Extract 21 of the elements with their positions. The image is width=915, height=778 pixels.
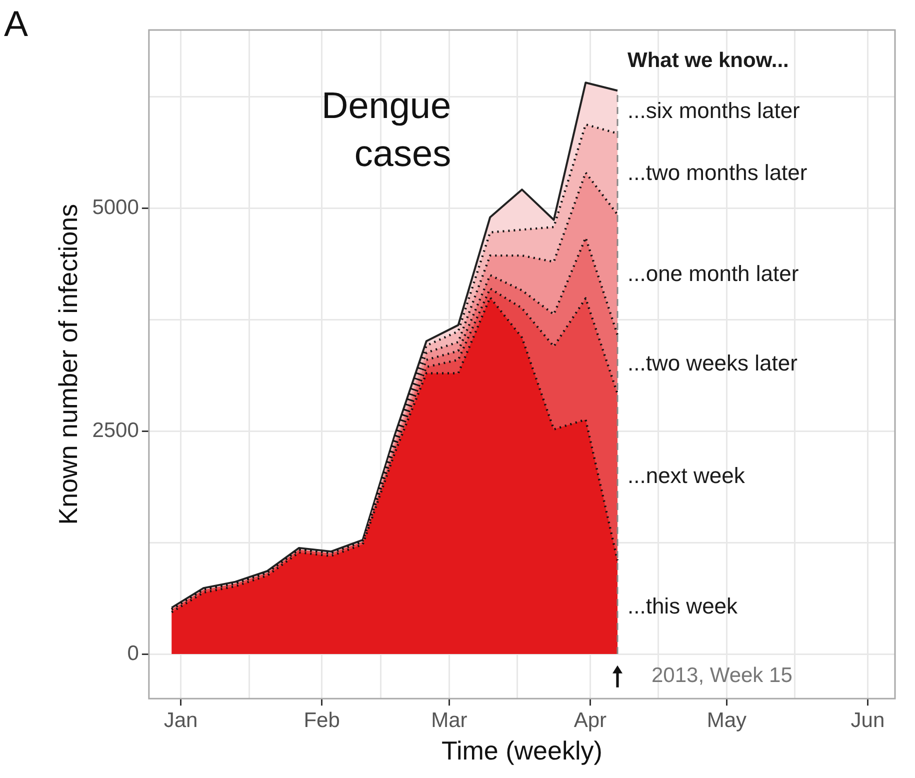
series-label: ...six months later [627, 98, 800, 124]
y-tick-label: 0 [127, 642, 139, 665]
y-axis-title: Known number of infections [52, 204, 83, 525]
x-tick-label: May [706, 708, 748, 732]
series-label: ...next week [627, 463, 746, 488]
series-label: ...this week [627, 593, 739, 618]
series-label: ...one month later [627, 260, 799, 286]
legend-title: What we know... [627, 48, 789, 72]
series-label: ...two months later [627, 160, 808, 186]
annotation: 2013, Week 15 [651, 664, 792, 688]
x-tick-label: Feb [304, 708, 340, 732]
x-tick-label: Apr [574, 708, 607, 732]
x-tick-label: Jan [164, 708, 198, 732]
x-tick-label: Jun [850, 708, 885, 732]
text: Dengue cases [321, 85, 452, 174]
y-tick-label: 5000 [92, 196, 139, 220]
y-tick-label: 2500 [92, 418, 139, 442]
series-label: ...two weeks later [627, 350, 798, 376]
text: A [4, 2, 28, 44]
x-tick-label: Mar [431, 708, 468, 732]
x-axis-title: Time (weekly) [442, 736, 602, 766]
